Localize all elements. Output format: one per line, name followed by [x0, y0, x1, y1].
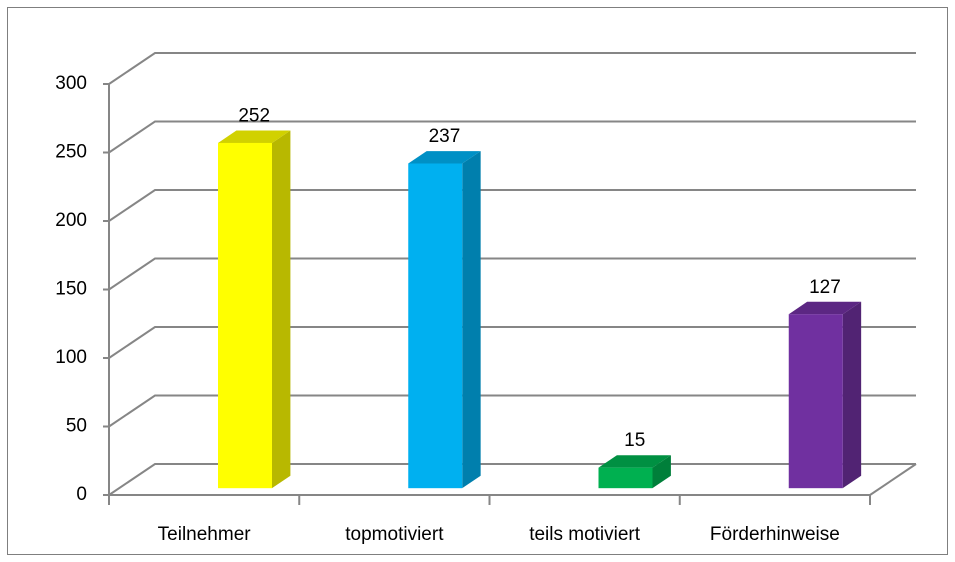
value-label: 237 — [429, 126, 461, 147]
y-tick-label: 150 — [55, 279, 87, 300]
x-tick-label: teils motiviert — [529, 524, 641, 545]
bar-side — [842, 301, 862, 489]
y-tick-label: 0 — [76, 484, 87, 505]
bar — [598, 467, 653, 489]
y-tick-label: 300 — [55, 73, 87, 94]
grid-line — [108, 52, 916, 85]
bar-top — [408, 151, 481, 164]
bar-top — [598, 455, 671, 468]
grid-line — [108, 189, 916, 222]
value-label: 252 — [238, 106, 270, 127]
y-tick-label: 50 — [66, 416, 87, 437]
bar — [218, 142, 272, 489]
x-tick-label: Förderhinweise — [710, 524, 840, 545]
grid-line — [108, 326, 916, 359]
value-label: 127 — [809, 277, 841, 298]
bar — [788, 314, 843, 489]
y-tick-label: 100 — [55, 347, 87, 368]
grid-line — [108, 120, 916, 154]
bar-side — [462, 151, 481, 489]
bar — [408, 163, 463, 489]
bar-side — [272, 130, 291, 489]
x-tick-label: Teilnehmer — [158, 524, 252, 545]
floor-edge — [869, 463, 917, 496]
y-tick-label: 250 — [55, 142, 87, 163]
value-label: 15 — [624, 430, 645, 451]
grid-line — [108, 257, 916, 291]
bar-top — [218, 130, 291, 143]
bar-side — [652, 455, 671, 489]
bar-top — [788, 301, 862, 315]
grid-line — [108, 394, 916, 428]
x-tick-label: topmotiviert — [345, 524, 444, 545]
y-tick-label: 200 — [55, 210, 87, 231]
